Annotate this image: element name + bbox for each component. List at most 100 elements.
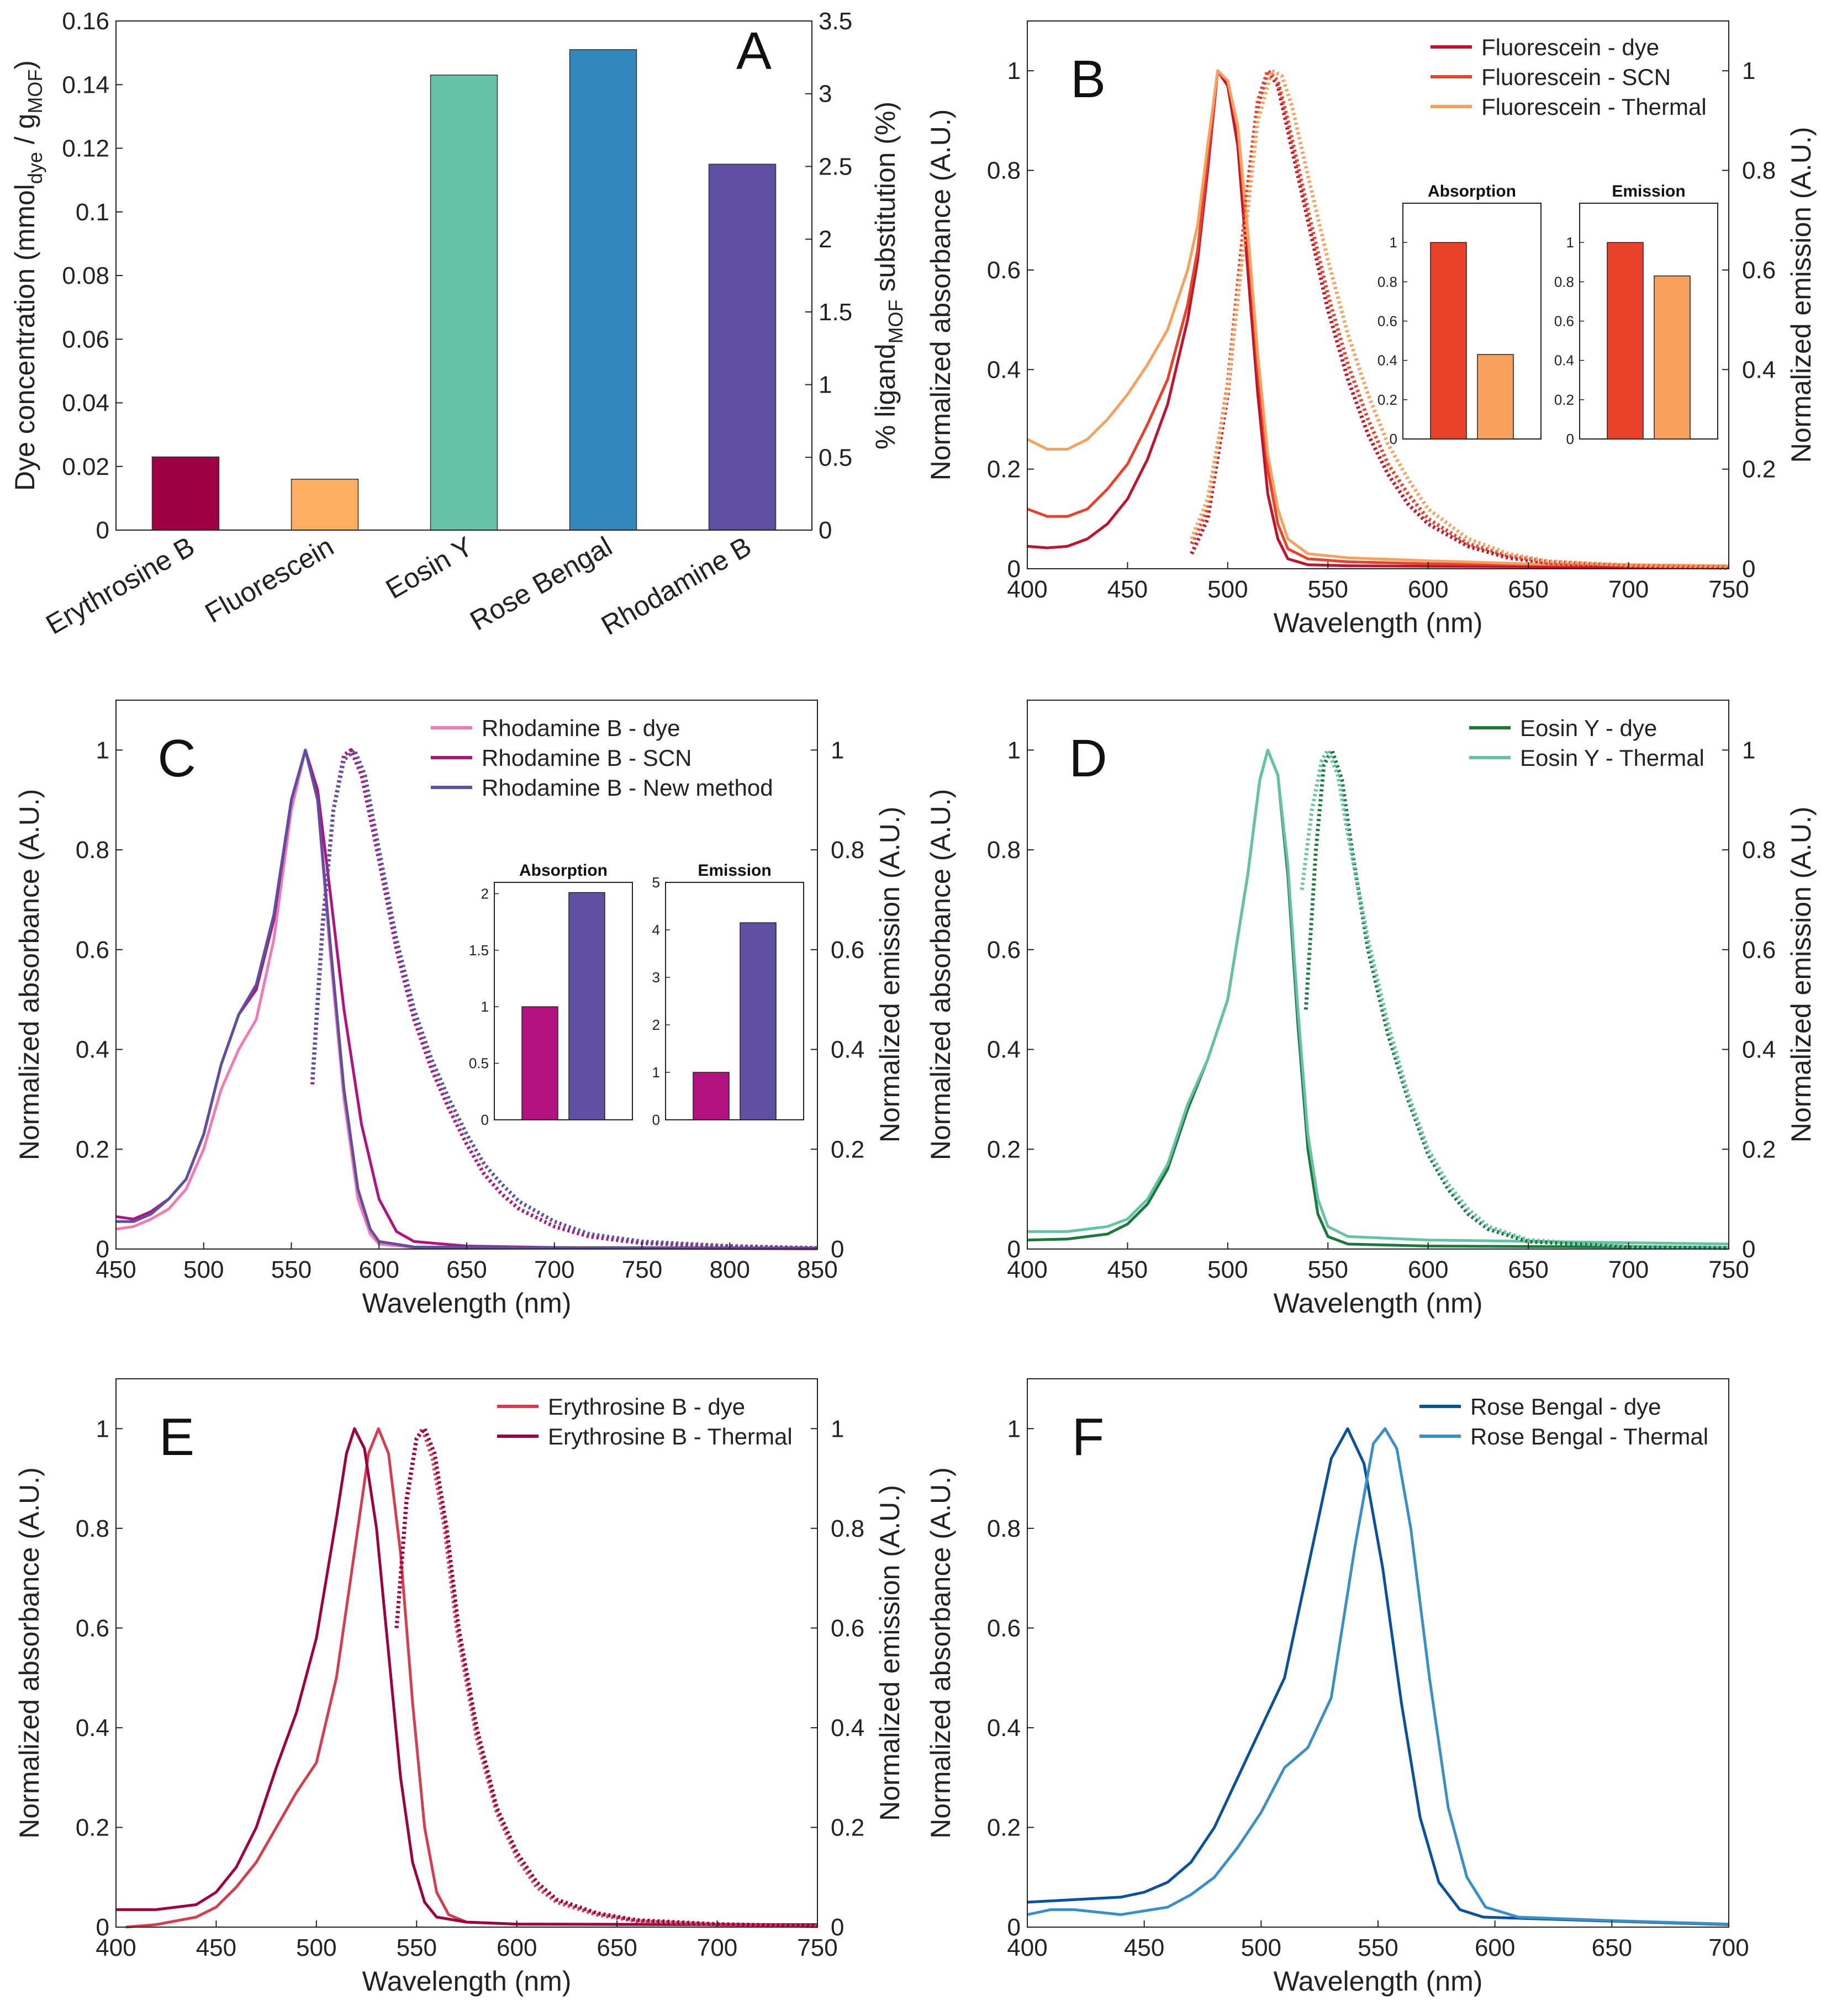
category-label: Erythrosine B bbox=[41, 531, 200, 641]
y-axis-label: Normalized absorbance (A.U.) bbox=[925, 1467, 956, 1839]
y-tick-label: 0.4 bbox=[987, 1715, 1021, 1742]
legend-entry: Eosin Y - Thermal bbox=[1520, 745, 1704, 771]
y2-tick-label: 1 bbox=[819, 372, 832, 399]
series-line-eosin-y-dye bbox=[1027, 748, 1729, 1249]
panel-c: 450 500 550 600 650 700 750 800 85000.20.40.60.8… bbox=[14, 700, 905, 1319]
series-line-eosin-y-dye-emission bbox=[1303, 748, 1729, 1250]
y2-tick-label: 0.4 bbox=[831, 1715, 864, 1742]
legend-entry: Erythrosine B - dye bbox=[548, 1394, 745, 1420]
legend-entry: Erythrosine B - Thermal bbox=[548, 1424, 793, 1449]
x-tick-label: 600 bbox=[497, 1934, 537, 1961]
x-tick-label: 500 bbox=[183, 1256, 224, 1283]
panel-d: 400 450 500 550 600 650 700 75000.20.40.60.8100… bbox=[925, 700, 1817, 1319]
inset-bar bbox=[521, 1006, 558, 1120]
plot-frame bbox=[1027, 1378, 1729, 1928]
y-tick-label: 0 bbox=[96, 1236, 109, 1263]
y2-tick-label: 0.6 bbox=[1742, 257, 1776, 284]
x-tick-label: 550 bbox=[397, 1934, 437, 1961]
y2-axis-label: Normalized emission (A.U.) bbox=[874, 807, 905, 1142]
inset-y-tick-label: 0.6 bbox=[1554, 313, 1574, 330]
plot-frame bbox=[115, 1378, 818, 1928]
y2-tick-label: 0 bbox=[831, 1236, 844, 1263]
inset-bar bbox=[740, 922, 777, 1120]
y-tick-label: 0.6 bbox=[987, 1615, 1021, 1642]
x-tick-label: 750 bbox=[1708, 576, 1749, 603]
y-tick-label: 0.2 bbox=[987, 1814, 1021, 1841]
inset-y-tick-label: 0 bbox=[1566, 431, 1574, 447]
y2-tick-label: 0.8 bbox=[1742, 837, 1776, 864]
y-tick-label: 0 bbox=[96, 517, 109, 544]
series-line-rhodamine-b-dye bbox=[115, 748, 818, 1251]
inset-y-tick-label: 0.4 bbox=[1554, 352, 1574, 369]
panel-label: A bbox=[736, 22, 772, 81]
x-axis-label: Wavelength (nm) bbox=[1274, 1288, 1483, 1319]
series-line-erythrosine-b-thermal bbox=[116, 1427, 818, 1926]
y2-axis-label: Normalized emission (A.U.) bbox=[1786, 127, 1817, 463]
x-tick-label: 600 bbox=[1408, 576, 1448, 603]
x-tick-label: 500 bbox=[1241, 1934, 1281, 1961]
legend-entry: Eosin Y - dye bbox=[1520, 715, 1657, 741]
x-tick-label: 650 bbox=[597, 1934, 637, 1961]
y2-tick-label: 1 bbox=[831, 737, 844, 764]
series-line-rhodamine-b-new-method bbox=[116, 748, 818, 1250]
x-tick-label: 400 bbox=[1007, 1256, 1047, 1283]
y-axis-label: Normalized absorbance (A.U.) bbox=[925, 789, 956, 1161]
inset-y-tick-label: 0.8 bbox=[1554, 273, 1574, 290]
inset-bar bbox=[1654, 275, 1691, 440]
x-tick-label: 750 bbox=[797, 1934, 837, 1961]
y2-axis-label: Normalized emission (A.U.) bbox=[874, 1485, 905, 1821]
y-tick-label: 1 bbox=[1007, 57, 1021, 84]
y2-tick-label: 1.5 bbox=[819, 299, 852, 326]
y-tick-label: 1 bbox=[96, 737, 109, 764]
y-tick-label: 1 bbox=[1007, 737, 1021, 764]
y-tick-label: 0.16 bbox=[62, 8, 109, 35]
y2-tick-label: 0 bbox=[1742, 555, 1755, 583]
y2-tick-label: 2.5 bbox=[819, 153, 852, 180]
x-tick-label: 750 bbox=[622, 1256, 662, 1283]
inset-y-tick-label: 0.5 bbox=[469, 1055, 489, 1072]
inset-bar bbox=[1477, 354, 1514, 440]
panel-label: D bbox=[1069, 729, 1107, 788]
x-tick-label: 700 bbox=[1608, 1256, 1649, 1283]
panel-label: F bbox=[1072, 1408, 1105, 1467]
y-tick-label: 0.4 bbox=[987, 356, 1021, 383]
plot-frame bbox=[1027, 20, 1729, 569]
x-tick-label: 450 bbox=[96, 1256, 136, 1283]
y-tick-label: 0.4 bbox=[76, 1715, 109, 1742]
inset-y-tick-label: 1 bbox=[652, 1064, 660, 1081]
y-tick-label: 0.6 bbox=[76, 936, 109, 964]
y-tick-label: 0.4 bbox=[76, 1036, 109, 1063]
y-axis-label: Dye concentration (mmoldye / gMOF) bbox=[9, 60, 46, 491]
inset-y-tick-label: 0 bbox=[1390, 431, 1397, 447]
y-tick-label: 0.12 bbox=[62, 135, 109, 162]
inset-title: Emission bbox=[698, 861, 771, 880]
x-tick-label: 600 bbox=[1475, 1934, 1515, 1961]
y-tick-label: 0.8 bbox=[987, 157, 1021, 184]
inset-bar bbox=[568, 892, 605, 1120]
inset-y-tick-label: 4 bbox=[652, 922, 660, 938]
y-tick-label: 0.2 bbox=[76, 1814, 109, 1841]
inset-absorption: 0 0.2 0.4 0.6 0.8 1 Absorption bbox=[1377, 182, 1542, 447]
y-tick-label: 0.2 bbox=[987, 456, 1021, 483]
y2-tick-label: 0.6 bbox=[1742, 936, 1776, 964]
y2-tick-label: 0.8 bbox=[1742, 157, 1776, 184]
x-tick-label: 400 bbox=[1007, 576, 1047, 603]
inset-y-tick-label: 0 bbox=[652, 1112, 660, 1128]
x-tick-label: 500 bbox=[1207, 576, 1248, 603]
y-tick-label: 0.14 bbox=[62, 71, 109, 98]
y-tick-label: 0.8 bbox=[76, 837, 109, 864]
x-tick-label: 650 bbox=[1508, 1256, 1548, 1283]
y2-tick-label: 2 bbox=[819, 226, 832, 253]
inset-y-tick-label: 0 bbox=[481, 1112, 489, 1128]
y2-tick-label: 0 bbox=[831, 1914, 844, 1941]
y-tick-label: 0.8 bbox=[987, 837, 1021, 864]
series-line-fluorescein-thermal bbox=[1026, 69, 1729, 568]
inset-absorption: 0 0.5 1 1.5 2 Absorption bbox=[469, 861, 633, 1128]
inset-y-tick-label: 1 bbox=[1390, 234, 1397, 251]
bar-erythrosine-b bbox=[151, 456, 220, 531]
panel-label: C bbox=[157, 729, 196, 788]
y-tick-label: 0.08 bbox=[62, 262, 109, 289]
y-tick-label: 1 bbox=[1007, 1415, 1021, 1442]
x-tick-label: 700 bbox=[534, 1256, 574, 1283]
